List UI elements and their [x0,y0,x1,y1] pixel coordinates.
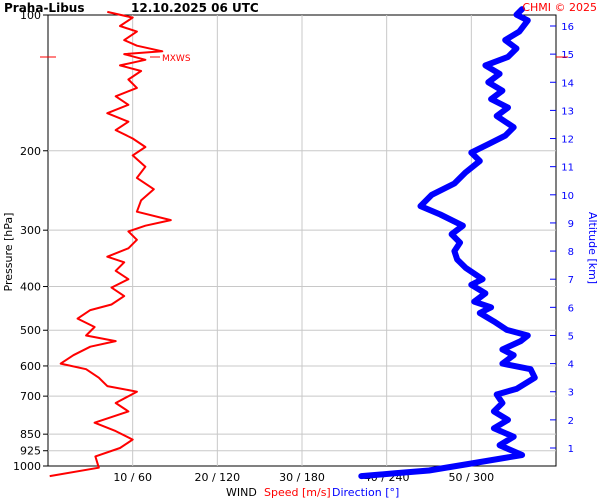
altitude-tick-label: 1 [568,444,574,455]
pressure-tick-label: 300 [20,224,41,237]
altitude-tick-label: 2 [568,416,574,427]
pressure-tick-label: 500 [20,324,41,337]
wind-tick-label: 30 / 180 [279,471,325,484]
altitude-tick-label: 14 [561,78,574,89]
altitude-tick-label: 3 [568,388,574,399]
altitude-tick-label: 10 [561,191,574,202]
pressure-tick-label: 700 [20,390,41,403]
max-wind-label: MXWS [162,54,191,64]
pressure-tick-label: 400 [20,281,41,294]
altitude-tick-label: 8 [568,247,574,258]
altitude-tick-label: 4 [568,360,574,371]
pressure-tick-label: 200 [20,145,41,158]
direction-series-line [358,6,538,480]
speed-axis-label: Speed [m/s] [264,486,331,499]
altitude-axis-label: Altitude [km] [586,212,599,284]
wind-tick-label: 20 / 120 [194,471,240,484]
wind-axis-title: WIND [226,486,257,499]
altitude-tick-label: 15 [561,50,574,61]
direction-axis-label: Direction [°] [332,486,399,499]
pressure-tick-label: 600 [20,360,41,373]
altitude-tick-label: 5 [568,331,574,342]
altitude-tick-label: 6 [568,303,574,314]
speed-series-line [49,10,172,478]
altitude-tick-label: 7 [568,275,574,286]
station-name: Praha-Libus [4,1,84,15]
wind-axis-ticks: 10 / 60 20 / 120 30 / 180 40 / 240 50 / 300 [113,471,494,484]
altitude-tick-label: 13 [561,106,574,117]
pressure-tick-label: 925 [20,445,41,458]
pressure-axis-label: Pressure [hPa] [2,213,15,292]
altitude-tick-label: 12 [561,135,574,146]
pressure-tick-label: 1000 [13,460,41,473]
pressure-axis-ticks: 1000 925 850 700 600 500 400 300 200 100 [13,9,48,473]
wind-tick-label: 10 / 60 [113,471,152,484]
series-lines [49,6,538,480]
sounding-datetime: 12.10.2025 06 UTC [131,1,259,15]
altitude-tick-label: 11 [561,163,574,174]
pressure-tick-label: 850 [20,428,41,441]
altitude-tick-label: 9 [568,219,574,230]
credit-label: CHMI © 2025 [522,1,597,14]
wind-tick-label: 50 / 300 [448,471,494,484]
altitude-tick-label: 16 [561,22,574,33]
pressure-tick-label: 100 [20,9,41,22]
